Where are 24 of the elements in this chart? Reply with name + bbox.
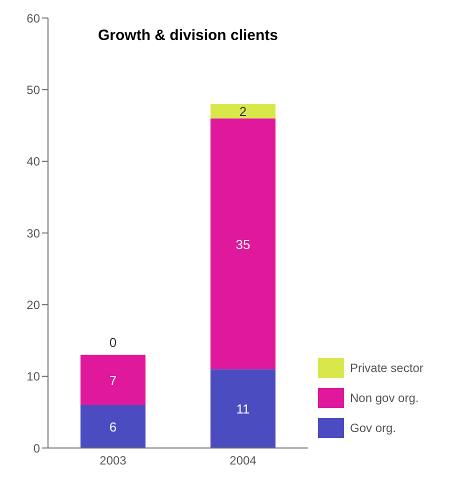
legend-label: Gov org. [350,421,396,435]
y-tick-label: 0 [33,441,40,456]
y-tick-label: 20 [26,298,40,312]
y-tick-label: 40 [26,154,40,169]
bar [80,354,146,405]
data-label: 2 [239,104,247,120]
bar [210,118,276,370]
bar [80,405,146,448]
data-label: 35 [236,236,250,252]
bar [210,104,276,118]
legend-label: Non gov org. [350,391,419,405]
legend-label: Private sector [350,361,424,375]
bar [210,369,276,448]
y-tick-label: 30 [26,226,40,240]
data-label: 7 [109,372,117,388]
y-tick-label: 60 [26,11,40,26]
data-label: 6 [109,420,117,434]
x-tick-label: 2003 [100,454,127,468]
text: Growth & division clients [98,27,278,44]
x-tick-label: 2004 [230,454,257,468]
y-tick-label: 10 [26,370,40,384]
data-label: 11 [236,402,250,417]
data-label: 0 [109,334,117,350]
y-tick-label: 50 [26,82,40,97]
